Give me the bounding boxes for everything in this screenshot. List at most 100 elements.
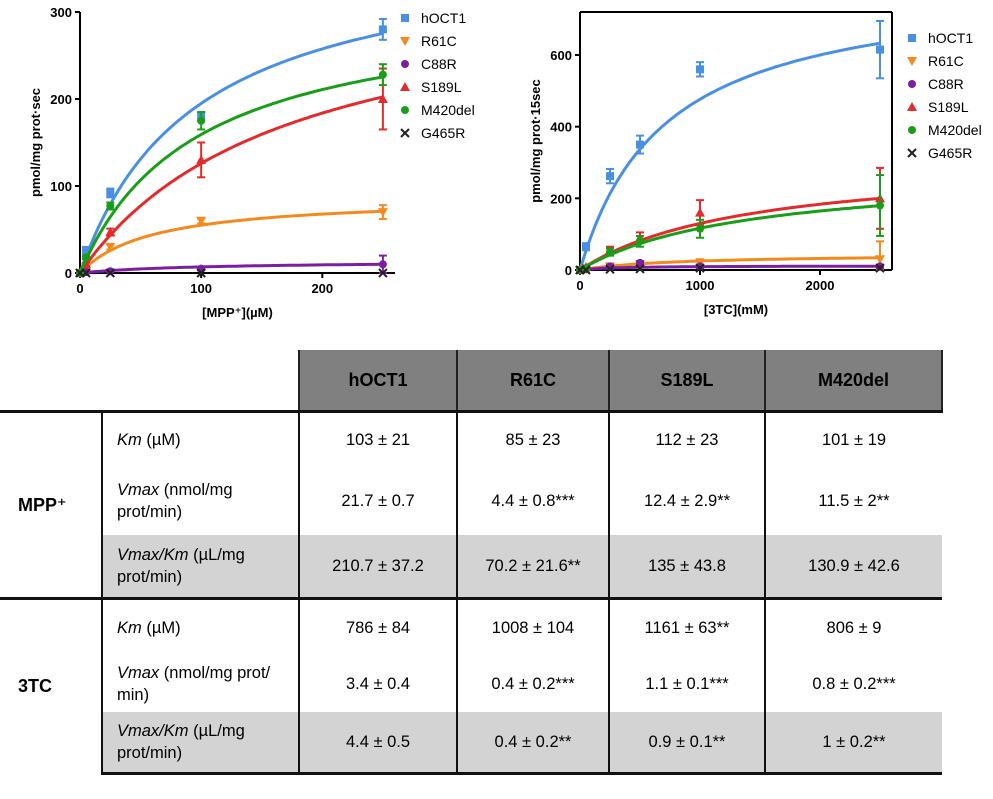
mpp-series-hoct1-point — [378, 25, 387, 34]
mpp-y-tick-label: 100 — [50, 179, 72, 194]
3tc-x-tick-label: 0 — [576, 278, 583, 293]
3tc-legend-item-s189l: S189L — [907, 99, 969, 115]
mpp-x-tick-label: 200 — [311, 281, 333, 296]
mpp-series-g465r-point — [196, 268, 206, 278]
mpp-series-g465r-point — [81, 268, 91, 278]
3tc-series-hoct1 — [576, 19, 884, 274]
3tc-series-g465r-point-stroke — [635, 264, 645, 274]
3tc-series-m420del-point — [636, 237, 644, 246]
mpp-series-g465r-point-stroke — [378, 268, 388, 278]
row-label-rest: (µM) — [141, 431, 181, 449]
table-cell: 70.2 ± 21.6** — [457, 535, 610, 599]
3tc-series-r61c-point — [875, 255, 885, 265]
3tc-legend-item-g465r: G465R — [907, 145, 972, 161]
mpp-x-tick-label: 0 — [76, 281, 83, 296]
3tc-series-g465r-point — [635, 264, 645, 274]
3tc-kinetics-chart: 0 1000 2000 0 200 400 600 [3TC](mM) pmol/mg prot… — [528, 11, 982, 317]
3tc-series-hoct1-point — [696, 65, 704, 74]
table-cell: 1161 ± 63** — [609, 597, 766, 656]
mpp-y-tick-label: 200 — [50, 92, 72, 107]
3tc-series-g465r-point — [605, 264, 615, 274]
3tc-legend-marker — [907, 57, 917, 66]
3tc-series-m420del-point — [696, 224, 704, 233]
3tc-series-g465r-point-stroke — [875, 263, 885, 273]
table-cell: 1008 ± 104 — [457, 597, 610, 656]
mpp-series-m420del-point — [106, 202, 115, 211]
table-cell: 130.9 ± 42.6 — [765, 535, 942, 599]
3tc-series-c88r-point — [636, 258, 644, 267]
3tc-x-axis-label: [3TC](mM) — [704, 302, 768, 317]
row-label-rest: (µL/mg prot/min) — [117, 546, 245, 586]
mpp-series-g465r — [75, 268, 388, 278]
kinetics-table: hOCT1 R61C S189L M420del MPP⁺ Km (µM) 10… — [0, 350, 943, 775]
3tc-series-g465r-point — [581, 265, 591, 275]
table-cell: 85 ± 23 — [457, 410, 610, 467]
3tc-series-c88r-point — [876, 262, 884, 271]
table-row: Vmax (nmol/mg prot/ min) 3.4 ± 0.4 0.4 ±… — [0, 656, 942, 712]
row-label-italic: Vmax — [117, 481, 160, 499]
3tc-series-hoct1-point — [606, 172, 614, 181]
mpp-legend-item-hoct1: hOCT1 — [401, 10, 466, 26]
mpp-series-g465r-point-stroke — [196, 268, 206, 278]
3tc-legend-label: R61C — [928, 53, 964, 69]
3tc-series-g465r-point-stroke — [605, 264, 615, 274]
row-label-rest: (nmol/mg prot/min) — [117, 481, 233, 521]
mpp-series-m420del-fit-line — [78, 75, 384, 274]
group-label-mpp: MPP⁺ — [0, 410, 103, 599]
3tc-series-m420del-point — [606, 248, 614, 257]
3tc-y-tick-label: 200 — [550, 191, 572, 206]
3tc-series-hoct1-fit-line — [578, 41, 881, 271]
mpp-series-s189l-point — [105, 227, 116, 237]
table-cell: 11.5 ± 2** — [818, 491, 890, 510]
mpp-series-g465r-point — [105, 268, 115, 278]
3tc-series-hoct1-point — [636, 140, 644, 149]
3tc-y-tick-label: 600 — [550, 48, 572, 63]
table-row: 3TC Km (µM) 786 ± 84 1008 ± 104 1161 ± 6… — [0, 597, 942, 774]
mpp-series-hoct1-point — [106, 188, 115, 197]
3tc-series-c88r-point — [696, 262, 704, 271]
mpp-series-c88r-fit-line — [79, 262, 383, 275]
mpp-series-m420del-point — [197, 116, 206, 125]
table-row: Vmax/Km (µL/mg prot/min) 210.7 ± 37.2 70… — [0, 535, 942, 599]
3tc-legend-item-r61c: R61C — [907, 53, 964, 69]
3tc-series-s189l-point — [695, 207, 705, 217]
mpp-legend-item-s189l: S189L — [400, 79, 462, 95]
table-cell: 103 ± 21 — [299, 410, 458, 467]
3tc-legend-label: C88R — [928, 76, 964, 92]
row-label-italic: Vmax — [117, 664, 160, 682]
table-cell: 135 ± 43.8 — [609, 535, 766, 599]
3tc-series-g465r-point-stroke — [581, 265, 591, 275]
mpp-series-g465r-point — [378, 268, 388, 278]
mpp-legend-item-m420del: M420del — [401, 102, 475, 118]
mpp-legend-marker — [401, 14, 409, 22]
table-cell: 786 ± 84 — [299, 597, 458, 656]
mpp-series-c88r — [76, 254, 387, 277]
row-label: Km (µM) — [102, 597, 300, 656]
3tc-legend-label: G465R — [928, 145, 972, 161]
mpp-series-m420del-point — [378, 70, 387, 79]
mpp-series-g465r-point-stroke — [81, 268, 91, 278]
3tc-legend-item-m420del: M420del — [908, 122, 982, 138]
mpp-series-hoct1-point — [82, 247, 91, 256]
3tc-series-m420del-point — [876, 201, 884, 210]
mpp-legend-label: C88R — [421, 56, 457, 72]
table-cell: 112 ± 23 — [609, 410, 766, 467]
row-label: Vmax/Km (µL/mg prot/min) — [102, 712, 300, 775]
mpp-series-s189l-point — [377, 94, 388, 103]
mpp-legend-item-g465r: G465R — [400, 125, 465, 141]
3tc-legend-marker — [908, 34, 916, 42]
3tc-x-tick-label: 1000 — [686, 278, 715, 293]
mpp-axes: 0 100 200 0 100 200 300 — [50, 5, 395, 296]
mpp-series-c88r-point — [378, 260, 387, 269]
3tc-series-g465r-point — [695, 263, 705, 273]
row-label: Vmax (nmol/mg prot/min) — [102, 467, 300, 535]
header-hoct1: hOCT1 — [298, 350, 458, 412]
header-m420del: M420del — [764, 350, 943, 412]
mpp-y-axis-label: pmol/mg prot·sec — [28, 88, 43, 197]
3tc-series-m420del-fit-line — [579, 204, 881, 272]
mpp-legend-marker-stroke — [400, 128, 410, 138]
table-cell: 101 ± 19 — [765, 410, 942, 467]
row-label: Vmax/Km (µL/mg prot/min) — [102, 535, 300, 599]
3tc-series-s189l-fit-line — [579, 196, 881, 272]
3tc-series-hoct1-point — [582, 242, 590, 251]
